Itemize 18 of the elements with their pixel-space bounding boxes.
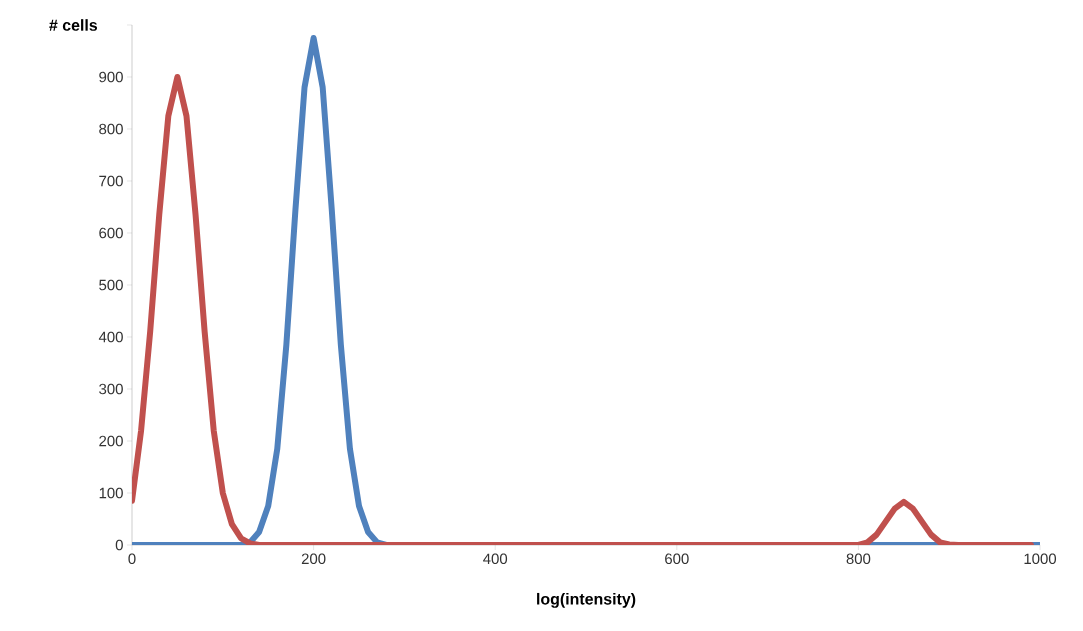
y-axis-title: # cells (49, 19, 98, 31)
y-tick-label: 0 (115, 539, 123, 551)
y-tick-label: 600 (99, 227, 123, 239)
x-tick-label: 200 (301, 553, 326, 565)
y-tick-label: 300 (99, 383, 123, 395)
y-tick-label: 500 (99, 279, 123, 291)
x-tick-label: 600 (665, 553, 689, 565)
y-tick-label: 400 (98, 331, 123, 343)
x-tick-label: 400 (483, 553, 508, 565)
y-tick-label: 900 (99, 71, 123, 83)
x-tick-label: 0 (128, 553, 136, 565)
y-tick-label: 100 (99, 487, 123, 499)
x-axis-title: log(intensity) (537, 592, 636, 608)
y-tick-label: 700 (99, 175, 123, 187)
y-tick-label: 200 (99, 435, 123, 447)
y-tick-label: 800 (99, 123, 123, 135)
x-tick-label: 1000 (1024, 553, 1057, 565)
x-tick-label: 800 (846, 553, 871, 565)
